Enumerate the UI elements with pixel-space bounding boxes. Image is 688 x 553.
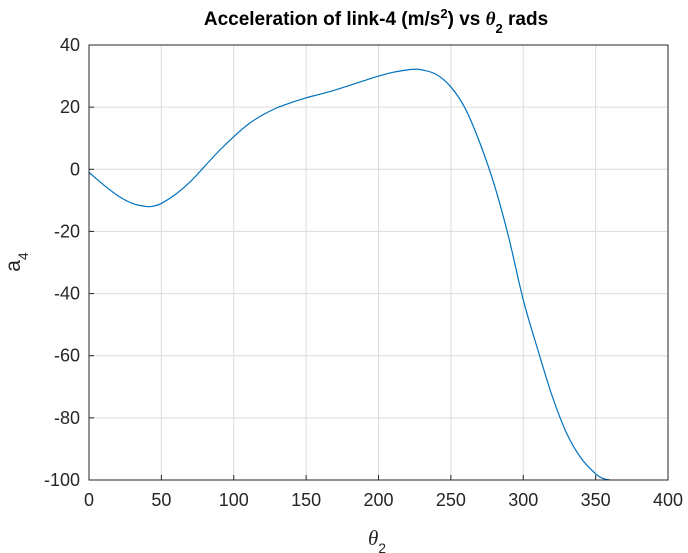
y-tick-label: 0	[70, 159, 80, 179]
x-tick-label: 250	[436, 490, 466, 510]
x-tick-label: 100	[219, 490, 249, 510]
chart-title: Acceleration of link-4 (m/s2) vs θ2 rads	[204, 6, 548, 36]
y-tick-label: -20	[54, 221, 80, 241]
y-tick-label: -80	[54, 408, 80, 428]
x-axis-label: θ2	[368, 526, 386, 553]
plot-box	[88, 44, 669, 481]
x-tick-label: 150	[291, 490, 321, 510]
y-tick-label: 20	[60, 97, 80, 117]
y-axis-label: a4	[2, 252, 31, 272]
x-tick-label: 400	[653, 490, 683, 510]
y-tick-label: -100	[44, 470, 80, 490]
x-tick-labels: 0 50 100 150 200 250 300 350 400	[84, 490, 683, 510]
y-tick-labels: 40 20 0 -20 -40 -60 -80 -100	[44, 35, 80, 490]
x-tick-label: 200	[363, 490, 393, 510]
x-tick-label: 350	[581, 490, 611, 510]
x-tick-label: 300	[508, 490, 538, 510]
x-tick-label: 50	[151, 490, 171, 510]
series-line-a4	[88, 68, 611, 481]
y-tick-label: -60	[54, 346, 80, 366]
y-tick-label: 40	[60, 35, 80, 55]
y-tick-label: -40	[54, 284, 80, 304]
x-tick-label: 0	[84, 490, 94, 510]
